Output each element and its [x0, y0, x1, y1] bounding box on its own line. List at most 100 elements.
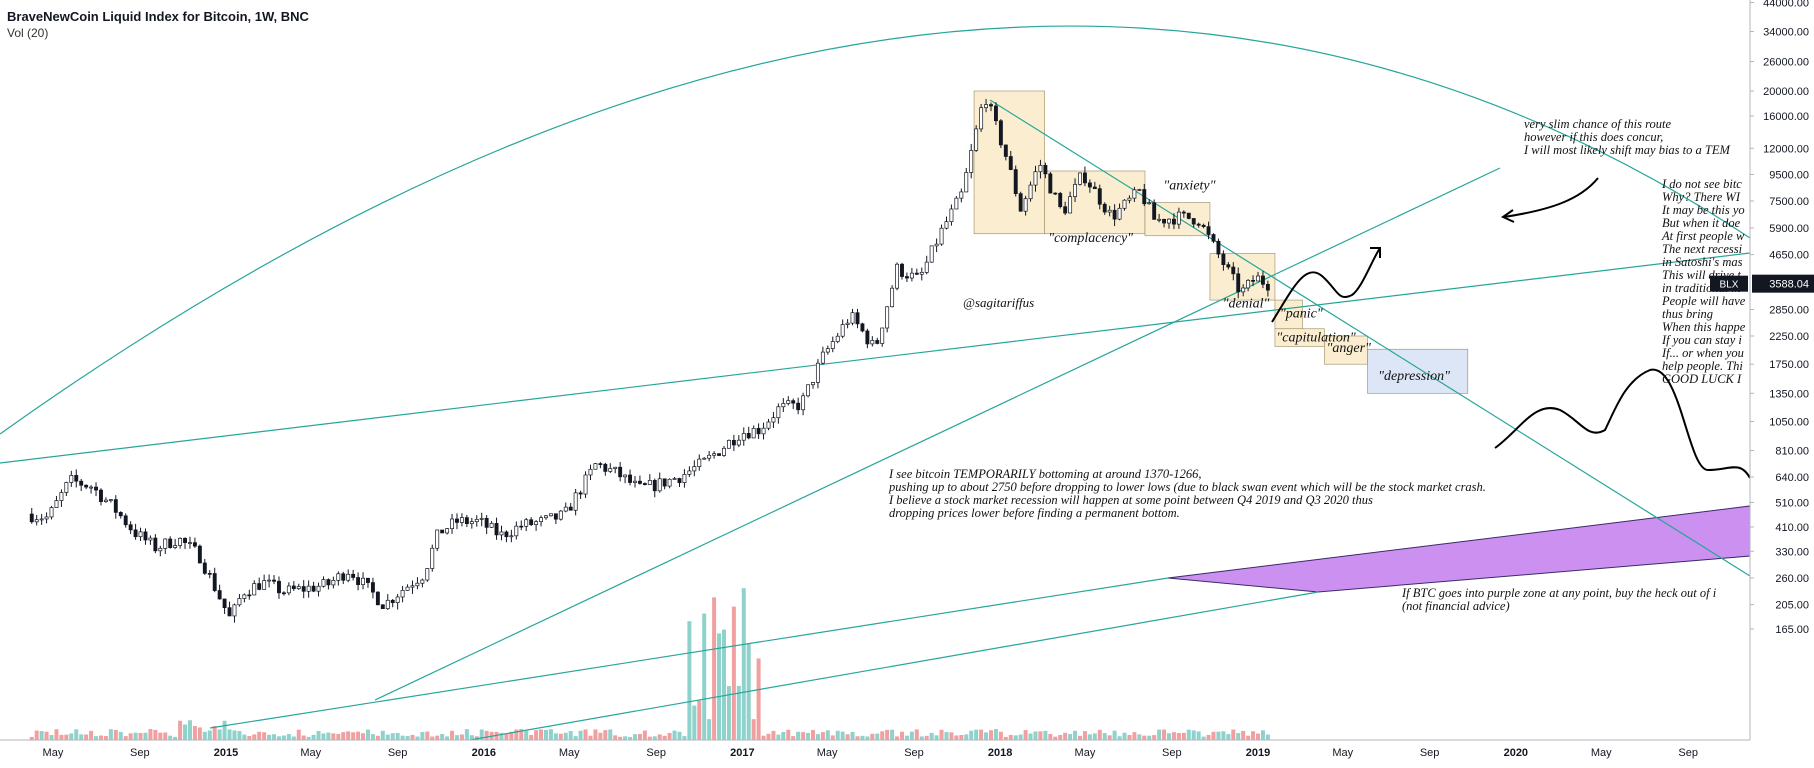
candle-body — [993, 105, 998, 122]
candle — [623, 474, 628, 484]
x-tick-label: Sep — [388, 747, 408, 759]
candle-body — [900, 263, 904, 277]
candle-body — [380, 604, 385, 610]
volume-bar — [267, 734, 272, 740]
volume-bar — [623, 736, 628, 740]
candle-body — [667, 478, 672, 487]
candle — [791, 398, 796, 410]
candle-body — [405, 586, 410, 591]
candle-body — [677, 478, 682, 483]
label-complacency: "complacency" — [1048, 231, 1133, 246]
candle — [1097, 184, 1102, 210]
volume-bar — [979, 729, 984, 740]
candle — [776, 403, 781, 424]
candle-body — [54, 500, 59, 508]
candle — [702, 457, 707, 460]
volume-bar — [1068, 734, 1073, 740]
volume-bar — [1063, 732, 1068, 740]
author-tag: @sagitariffus — [963, 295, 1034, 310]
volume-bar — [603, 730, 608, 740]
volume-bar — [543, 729, 548, 740]
x-tick-label: May — [300, 747, 321, 759]
volume-bar — [672, 730, 677, 740]
volume-bar — [252, 734, 257, 740]
arrow-head-b — [1500, 209, 1515, 223]
candle — [657, 472, 662, 493]
candle — [1028, 181, 1033, 202]
volume-bar — [810, 729, 815, 740]
candle — [1132, 186, 1137, 202]
volume-bar — [860, 735, 865, 740]
candle — [984, 98, 988, 113]
candle — [425, 567, 430, 582]
candle — [593, 462, 598, 470]
candle — [835, 332, 840, 344]
candle — [989, 102, 993, 112]
candle — [677, 477, 682, 487]
volume-bar — [1082, 731, 1087, 740]
candle-body — [1068, 196, 1073, 214]
bottom-note-line: dropping prices lower before finding a p… — [889, 506, 1180, 520]
x-tick-label: May — [559, 747, 580, 759]
candle — [430, 544, 435, 572]
volume-bar — [153, 729, 158, 740]
candle — [865, 328, 870, 349]
volume-bar — [64, 734, 69, 740]
volume-bar — [618, 736, 623, 740]
ticker-label: BLX — [1720, 280, 1739, 291]
volume-bar — [1236, 733, 1241, 740]
x-tick-label: May — [43, 747, 64, 759]
candle — [534, 520, 539, 531]
candle-body — [272, 579, 276, 582]
candle — [870, 336, 875, 347]
volume-bar — [212, 726, 217, 740]
candle-body — [1008, 156, 1013, 170]
volume-bar — [890, 729, 895, 740]
candle — [351, 569, 356, 581]
volume-bar — [183, 724, 188, 740]
candle-body — [494, 523, 499, 536]
candle-body — [553, 513, 558, 520]
x-tick-label: Sep — [904, 747, 924, 759]
candle — [613, 466, 618, 474]
x-tick-label: Sep — [1420, 747, 1440, 759]
candle-body — [875, 340, 880, 344]
candle — [366, 577, 370, 588]
candle — [558, 509, 563, 521]
candle-body — [1147, 202, 1152, 205]
candle — [618, 462, 623, 482]
candle — [880, 327, 885, 347]
candle — [1107, 205, 1112, 217]
candle-body — [741, 433, 746, 441]
volume-bar — [880, 731, 885, 740]
volume-bar — [1157, 729, 1162, 740]
candle-body — [924, 261, 929, 273]
candle — [499, 525, 504, 541]
candle — [647, 474, 652, 485]
candle-body — [1102, 203, 1107, 213]
candle-body — [34, 519, 39, 523]
long-term-trendline — [0, 252, 1751, 464]
candle — [207, 570, 212, 579]
volume-bar — [1152, 735, 1157, 740]
candle-body — [1038, 164, 1043, 173]
right-note: I do not see bitc Why? There WI It may be … — [1661, 177, 1746, 386]
candle — [924, 255, 929, 275]
candle-body — [1137, 189, 1142, 191]
candle-body — [1251, 279, 1256, 282]
candle-body — [464, 517, 469, 525]
candle-body — [430, 547, 435, 569]
candle — [331, 576, 336, 589]
candle — [311, 581, 316, 593]
candle-body — [865, 330, 870, 345]
candle-body — [835, 335, 840, 342]
volume-bar — [568, 731, 573, 740]
candle-body — [919, 272, 924, 275]
candle-body — [850, 312, 855, 324]
candle — [1265, 280, 1270, 297]
candle-body — [840, 324, 845, 337]
candle — [1191, 218, 1196, 228]
candle-body — [1003, 144, 1008, 157]
candle — [1003, 144, 1008, 161]
